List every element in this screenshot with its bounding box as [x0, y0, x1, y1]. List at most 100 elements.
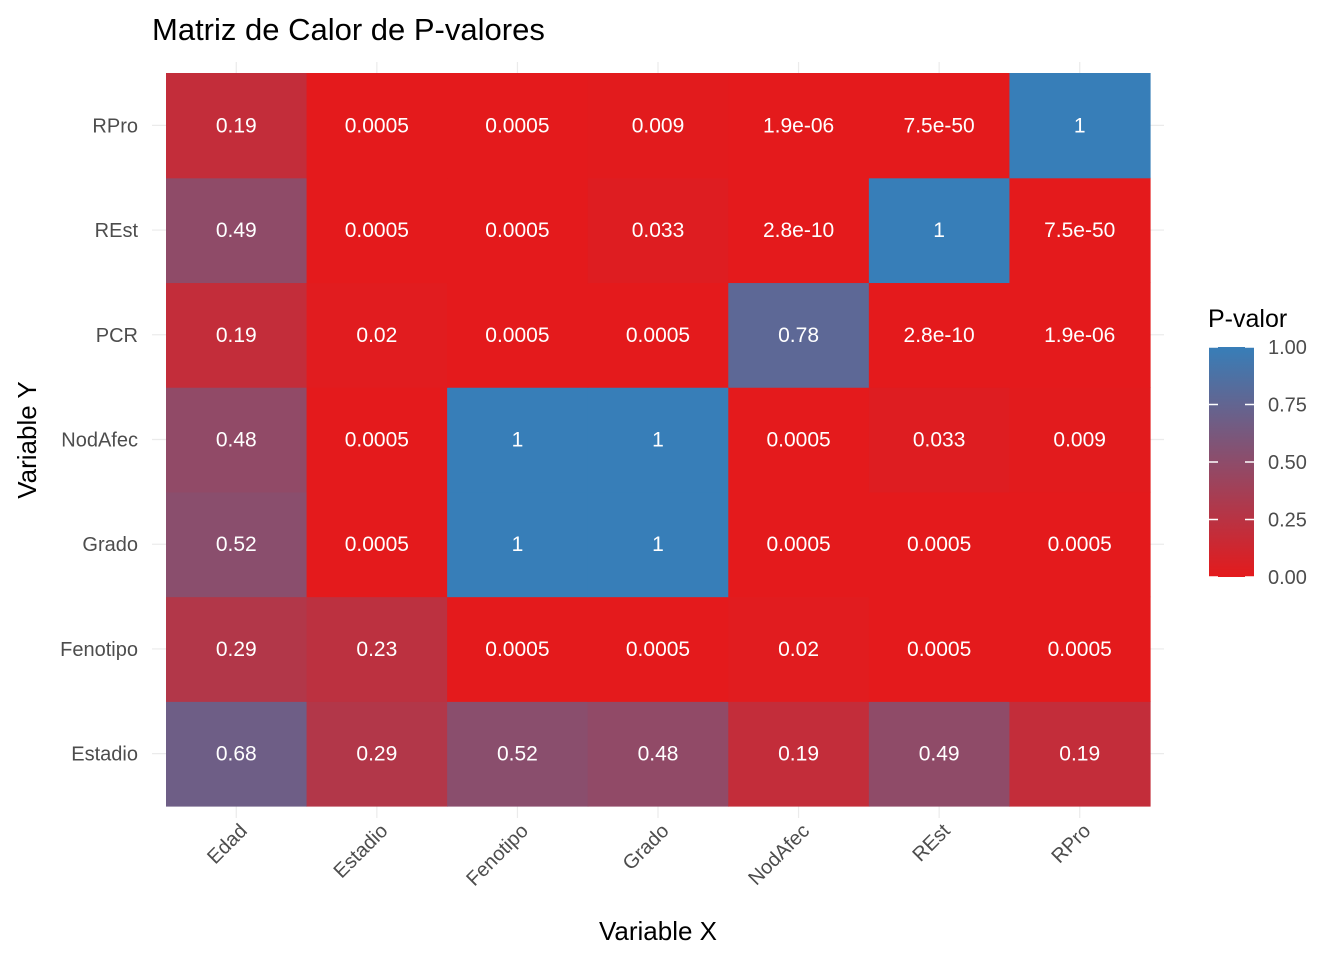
heatmap-cell — [166, 491, 308, 598]
cell-value-label: 0.19 — [216, 114, 257, 137]
cell-labels: 0.68 0.29 0.52 0.48 0.19 0.49 0.19 0.29 0.23 0.00… — [216, 114, 1115, 765]
heatmap-cell — [868, 387, 1011, 493]
legend-tick-label: 0.25 — [1268, 510, 1307, 532]
cell-value-label: 0.02 — [356, 324, 397, 347]
heatmap-cell — [447, 282, 589, 388]
legend-title: P-valor — [1208, 305, 1287, 333]
y-tick-label: Fenotipo — [60, 639, 138, 661]
heatmap-cell — [306, 282, 448, 388]
legend-ticks: 0.00 0.25 0.50 0.75 1.00 — [1209, 337, 1307, 589]
heatmap-cell — [166, 387, 308, 493]
cell-value-label: 0.0005 — [485, 219, 549, 242]
heatmap-cell — [1009, 596, 1151, 702]
y-axis-ticks: Estadio Fenotipo Grado NodAfec PCR REst RPro — [60, 115, 138, 765]
cell-value-label: 0.0005 — [485, 114, 549, 137]
heatmap-cell — [728, 491, 870, 598]
heatmap-cell — [1009, 177, 1151, 284]
heatmap-cell — [306, 596, 448, 702]
heatmap-cell — [447, 701, 589, 807]
heatmap-cell — [166, 73, 308, 179]
color-legend: P-valor 0.00 0.25 0.50 0.75 1.00 — [1208, 305, 1307, 589]
cell-value-label: 0.009 — [1053, 429, 1106, 452]
cell-value-label: 0.48 — [638, 743, 679, 766]
legend-tick-label: 0.75 — [1268, 395, 1307, 417]
heatmap-cell — [306, 177, 448, 284]
x-tick-label: RPro — [1047, 820, 1095, 868]
x-tick-label: Estadio — [330, 820, 393, 883]
heatmap-cell — [447, 177, 589, 284]
cell-value-label: 0.52 — [497, 743, 538, 766]
cell-value-label: 1 — [933, 219, 945, 242]
heatmap-cell — [728, 177, 870, 284]
heatmap-cell — [1009, 701, 1151, 807]
x-tick-label: NodAfec — [744, 820, 814, 890]
heatmap-cell — [306, 701, 448, 807]
heatmap-cell — [868, 491, 1011, 598]
cell-value-label: 0.0005 — [485, 638, 549, 661]
y-tick-label: NodAfec — [61, 430, 138, 452]
cell-value-label: 1.9e-06 — [1044, 324, 1115, 347]
heatmap-cell — [1009, 387, 1151, 493]
cell-value-label: 0.29 — [216, 638, 257, 661]
heatmap-cell — [868, 282, 1011, 388]
y-axis-title: Variable Y — [12, 381, 42, 499]
heatmap-cell — [166, 596, 308, 702]
y-tick-label: Estadio — [71, 744, 138, 766]
cell-value-label: 0.0005 — [907, 533, 971, 556]
cell-value-label: 0.0005 — [345, 429, 409, 452]
cell-value-label: 2.8e-10 — [763, 219, 834, 242]
heatmap-cell — [447, 73, 589, 179]
cell-value-label: 0.0005 — [1048, 533, 1112, 556]
heatmap-cell — [587, 596, 729, 702]
heatmap-cell — [728, 282, 870, 388]
cell-value-label: 7.5e-50 — [904, 114, 975, 137]
cell-value-label: 7.5e-50 — [1044, 219, 1115, 242]
cell-value-label: 0.78 — [778, 324, 819, 347]
cell-value-label: 0.49 — [216, 219, 257, 242]
cell-value-label: 0.0005 — [626, 324, 690, 347]
cell-value-label: 0.033 — [632, 219, 685, 242]
heatmap-cell — [868, 701, 1011, 807]
cell-value-label: 0.68 — [216, 743, 257, 766]
heatmap-cell — [587, 73, 729, 179]
heatmap-cell — [306, 73, 448, 179]
cell-value-label: 0.0005 — [907, 638, 971, 661]
cell-value-label: 0.29 — [356, 743, 397, 766]
y-tick-label: PCR — [96, 325, 138, 347]
x-axis-ticks: Edad Estadio Fenotipo Grado NodAfec REst RPro — [203, 820, 1095, 891]
y-tick-label: RPro — [92, 115, 138, 137]
cell-value-label: 0.0005 — [345, 219, 409, 242]
heatmap-cell — [1009, 73, 1151, 179]
heatmap-cell — [587, 701, 729, 807]
heatmap-cell — [728, 387, 870, 493]
chart-title: Matriz de Calor de P-valores — [152, 12, 545, 47]
cell-value-label: 1 — [652, 533, 664, 556]
cell-value-label: 1 — [512, 533, 524, 556]
cell-value-label: 0.48 — [216, 429, 257, 452]
heatmap-cell — [587, 387, 729, 493]
cell-value-label: 0.0005 — [626, 638, 690, 661]
heatmap-cell — [306, 387, 448, 493]
heatmap-cell — [447, 387, 589, 493]
y-tick-label: Grado — [82, 534, 138, 556]
heatmap-cell — [728, 701, 870, 807]
x-tick-label: Fenotipo — [462, 820, 533, 891]
heatmap-cell — [447, 596, 589, 702]
cell-value-label: 0.19 — [1059, 743, 1100, 766]
x-tick-label: Edad — [203, 820, 252, 869]
heatmap-cell — [306, 491, 448, 598]
x-tick-label: Grado — [619, 820, 674, 875]
cell-value-label: 0.009 — [632, 114, 685, 137]
heatmap-cell — [868, 73, 1011, 179]
cell-value-label: 0.02 — [778, 638, 819, 661]
cell-value-label: 0.0005 — [345, 533, 409, 556]
heatmap-cell — [1009, 282, 1151, 388]
legend-tick-label: 0.00 — [1268, 567, 1307, 589]
cell-value-label: 0.19 — [778, 743, 819, 766]
heatmap-cell — [868, 596, 1011, 702]
heatmap-cell — [166, 701, 308, 807]
cell-value-label: 0.033 — [913, 429, 966, 452]
heatmap-cell — [166, 282, 308, 388]
heatmap-cell — [728, 73, 870, 179]
heatmap-cell — [728, 596, 870, 702]
